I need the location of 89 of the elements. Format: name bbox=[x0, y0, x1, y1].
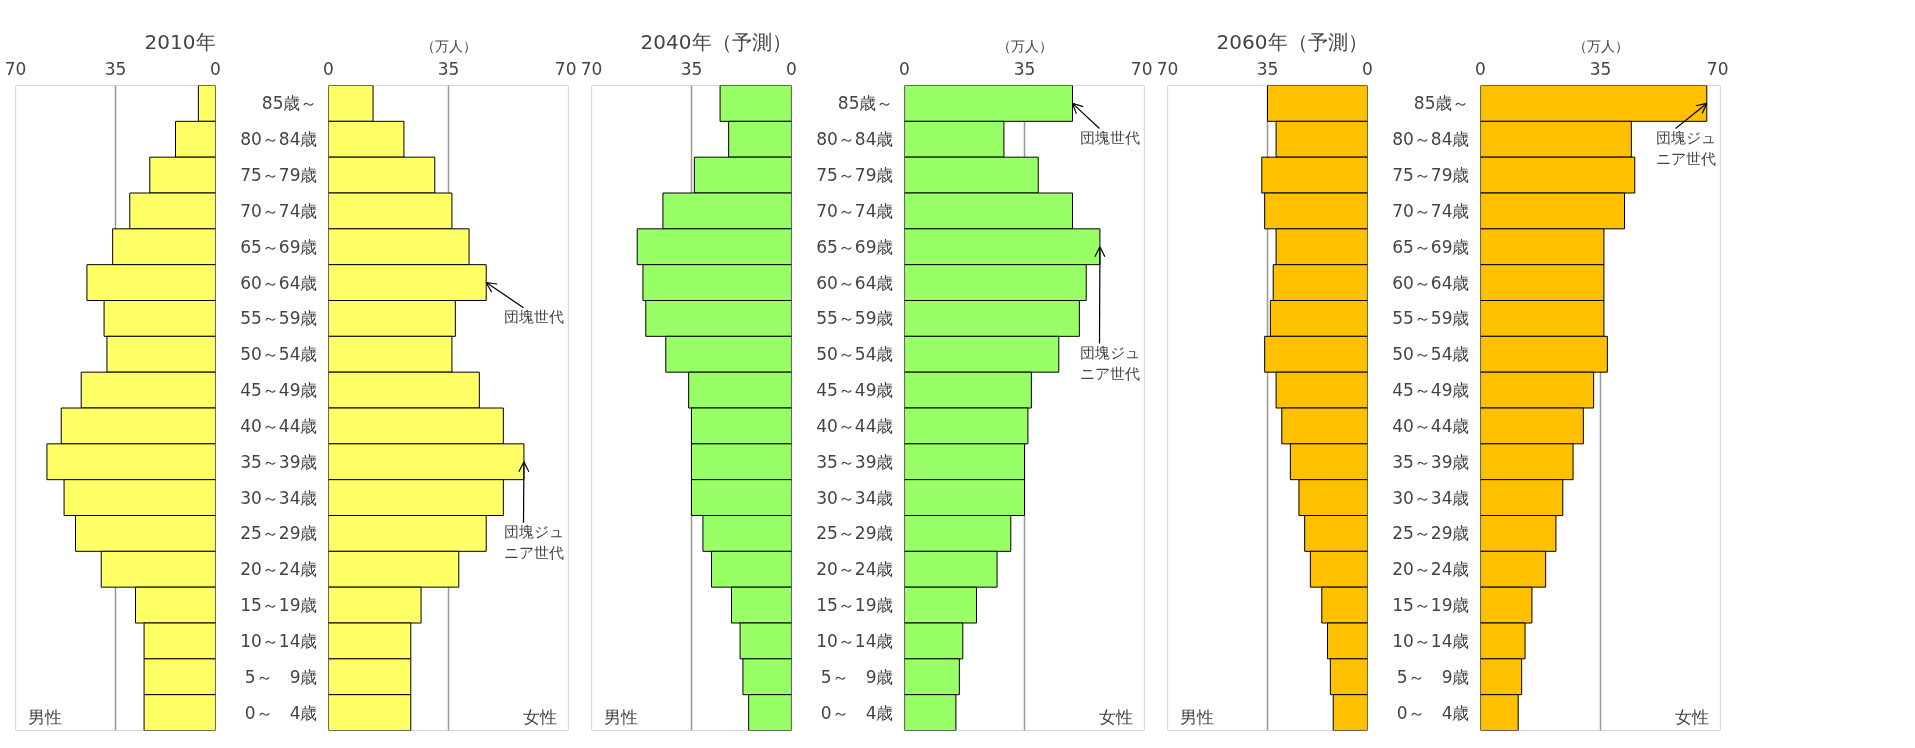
y-tick-label: 80～84歳 bbox=[816, 129, 894, 150]
x-tick-label: 70 bbox=[1130, 58, 1153, 79]
y-tick-label: 50～54歳 bbox=[1392, 344, 1470, 365]
y-tick-label: 65～69歳 bbox=[1392, 236, 1470, 257]
x-tick-label: 35 bbox=[437, 58, 460, 79]
y-tick-label: 10～14歳 bbox=[240, 630, 318, 651]
y-tick-label: 60～64歳 bbox=[240, 272, 318, 293]
annotation: 男性 bbox=[1179, 706, 1214, 727]
y-tick-label: 30～34歳 bbox=[816, 487, 894, 508]
y-tick-label: 20～24歳 bbox=[240, 559, 318, 580]
x-axis-title: （万人） bbox=[1572, 37, 1629, 54]
y-tick-label: 45～49歳 bbox=[240, 380, 318, 401]
x-axis-title: （万人） bbox=[996, 37, 1053, 54]
annotation: 団塊世代 bbox=[503, 307, 564, 326]
y-tick-label: 65～69歳 bbox=[816, 236, 894, 257]
x-axis-title: （万人） bbox=[420, 37, 477, 54]
y-tick-label: 45～49歳 bbox=[1392, 380, 1470, 401]
y-tick-label: 0～ 4歳 bbox=[820, 702, 894, 723]
y-tick-label: 85歳～ bbox=[837, 93, 894, 114]
chart-title: 2060年（予測） bbox=[1216, 29, 1368, 54]
y-tick-label: 5～ 9歳 bbox=[1396, 666, 1470, 687]
y-tick-label: 80～84歳 bbox=[1392, 129, 1470, 150]
y-tick-label: 55～59歳 bbox=[816, 308, 894, 329]
chart-title: 2040年（予測） bbox=[640, 29, 792, 54]
y-tick-label: 50～54歳 bbox=[240, 344, 318, 365]
y-tick-label: 70～74歳 bbox=[1392, 200, 1470, 221]
x-tick-label: 70 bbox=[554, 58, 577, 79]
annotation: 男性 bbox=[27, 706, 62, 727]
x-tick-label: 35 bbox=[680, 58, 703, 79]
x-tick-label: 0 bbox=[323, 58, 334, 79]
y-tick-label: 20～24歳 bbox=[816, 559, 894, 580]
x-tick-label: 35 bbox=[1013, 58, 1036, 79]
y-tick-label: 75～79歳 bbox=[816, 165, 894, 186]
annotation: 団塊ジュニア世代 bbox=[1655, 128, 1716, 169]
annotation: 女性 bbox=[522, 706, 557, 727]
y-tick-label: 55～59歳 bbox=[1392, 308, 1470, 329]
annotation: 団塊ジュニア世代 bbox=[1079, 343, 1140, 384]
y-tick-label: 0～ 4歳 bbox=[244, 702, 318, 723]
x-tick-label: 70 bbox=[580, 58, 603, 79]
y-tick-label: 15～19歳 bbox=[1392, 595, 1470, 616]
x-tick-label: 0 bbox=[1475, 58, 1486, 79]
chart-title: 2010年 bbox=[144, 29, 216, 54]
y-tick-label: 40～44歳 bbox=[1392, 415, 1470, 436]
y-tick-label: 30～34歳 bbox=[1392, 487, 1470, 508]
y-tick-label: 25～29歳 bbox=[1392, 523, 1470, 544]
y-tick-label: 25～29歳 bbox=[816, 523, 894, 544]
y-tick-label: 20～24歳 bbox=[1392, 559, 1470, 580]
y-tick-label: 5～ 9歳 bbox=[820, 666, 894, 687]
y-tick-label: 55～59歳 bbox=[240, 308, 318, 329]
x-tick-label: 0 bbox=[786, 58, 797, 79]
y-tick-label: 10～14歳 bbox=[816, 630, 894, 651]
y-tick-label: 70～74歳 bbox=[816, 200, 894, 221]
y-tick-label: 10～14歳 bbox=[1392, 630, 1470, 651]
y-tick-label: 25～29歳 bbox=[240, 523, 318, 544]
y-tick-label: 70～74歳 bbox=[240, 200, 318, 221]
y-tick-label: 80～84歳 bbox=[240, 129, 318, 150]
y-tick-label: 75～79歳 bbox=[240, 165, 318, 186]
y-tick-label: 35～39歳 bbox=[240, 451, 318, 472]
x-tick-label: 35 bbox=[1589, 58, 1612, 79]
y-tick-label: 30～34歳 bbox=[240, 487, 318, 508]
y-tick-label: 40～44歳 bbox=[240, 415, 318, 436]
annotation: 女性 bbox=[1098, 706, 1133, 727]
y-tick-label: 60～64歳 bbox=[816, 272, 894, 293]
y-tick-label: 45～49歳 bbox=[816, 380, 894, 401]
x-tick-label: 35 bbox=[1256, 58, 1279, 79]
y-tick-label: 85歳～ bbox=[1413, 93, 1470, 114]
annotation: 女性 bbox=[1674, 706, 1709, 727]
annotation: 男性 bbox=[603, 706, 638, 727]
y-tick-label: 50～54歳 bbox=[816, 344, 894, 365]
y-tick-label: 15～19歳 bbox=[240, 595, 318, 616]
x-tick-label: 70 bbox=[4, 58, 27, 79]
x-tick-label: 70 bbox=[1156, 58, 1179, 79]
x-tick-label: 0 bbox=[1362, 58, 1373, 79]
x-tick-label: 70 bbox=[1706, 58, 1729, 79]
x-tick-label: 0 bbox=[899, 58, 910, 79]
y-tick-label: 0～ 4歳 bbox=[1396, 702, 1470, 723]
y-tick-label: 65～69歳 bbox=[240, 236, 318, 257]
y-tick-label: 35～39歳 bbox=[1392, 451, 1470, 472]
x-tick-label: 35 bbox=[104, 58, 127, 79]
y-tick-label: 5～ 9歳 bbox=[244, 666, 318, 687]
annotation: 団塊ジュニア世代 bbox=[503, 522, 564, 563]
y-tick-label: 35～39歳 bbox=[816, 451, 894, 472]
y-tick-label: 60～64歳 bbox=[1392, 272, 1470, 293]
y-tick-label: 40～44歳 bbox=[816, 415, 894, 436]
x-tick-label: 0 bbox=[210, 58, 221, 79]
y-tick-label: 85歳～ bbox=[261, 93, 318, 114]
annotation: 団塊世代 bbox=[1079, 128, 1140, 147]
y-tick-label: 15～19歳 bbox=[816, 595, 894, 616]
y-tick-label: 75～79歳 bbox=[1392, 165, 1470, 186]
